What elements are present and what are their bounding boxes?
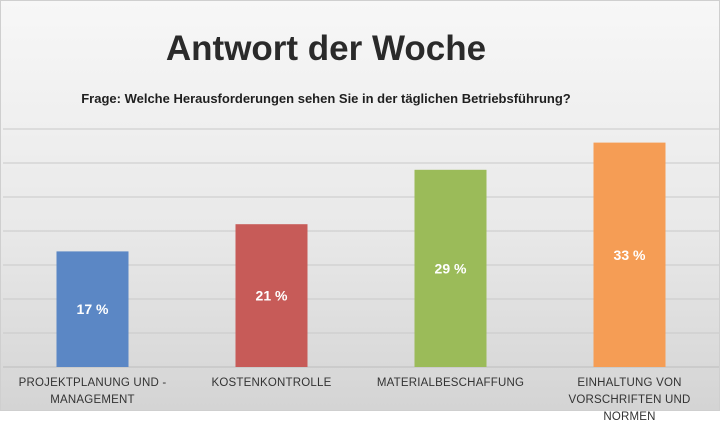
bar xyxy=(56,251,129,367)
data-label: 33 % xyxy=(614,247,646,263)
bar xyxy=(593,142,666,367)
chart-plot: 17 % 21 % 29 % 33 % xyxy=(3,128,719,368)
x-tick-label: MATERIALBESCHAFFUNG xyxy=(366,375,536,392)
x-tick-label-line: PROJEKTPLANUNG UND - xyxy=(18,377,167,389)
x-tick-label-line: MANAGEMENT xyxy=(50,394,135,406)
data-label: 29 % xyxy=(435,260,467,276)
bar xyxy=(414,169,487,367)
chart-subtitle: Frage: Welche Herausforderungen sehen Si… xyxy=(81,91,571,106)
x-tick-label: PROJEKTPLANUNG UND - MANAGEMENT xyxy=(8,375,178,409)
x-tick-label-line: MATERIALBESCHAFFUNG xyxy=(376,377,525,389)
x-tick-label-line: KOSTENKONTROLLE xyxy=(211,377,332,389)
x-tick-label: EINHALTUNG VON VORSCHRIFTEN UND NORMEN xyxy=(545,375,715,426)
x-tick-label-line: EINHALTUNG VON xyxy=(577,377,682,389)
x-tick-label: KOSTENKONTROLLE xyxy=(187,375,357,392)
bar xyxy=(235,224,308,367)
data-label: 17 % xyxy=(77,301,109,317)
chart-title: Antwort der Woche xyxy=(165,29,487,68)
data-label: 21 % xyxy=(256,288,288,304)
x-tick-label-line: VORSCHRIFTEN UND NORMEN xyxy=(568,394,691,423)
